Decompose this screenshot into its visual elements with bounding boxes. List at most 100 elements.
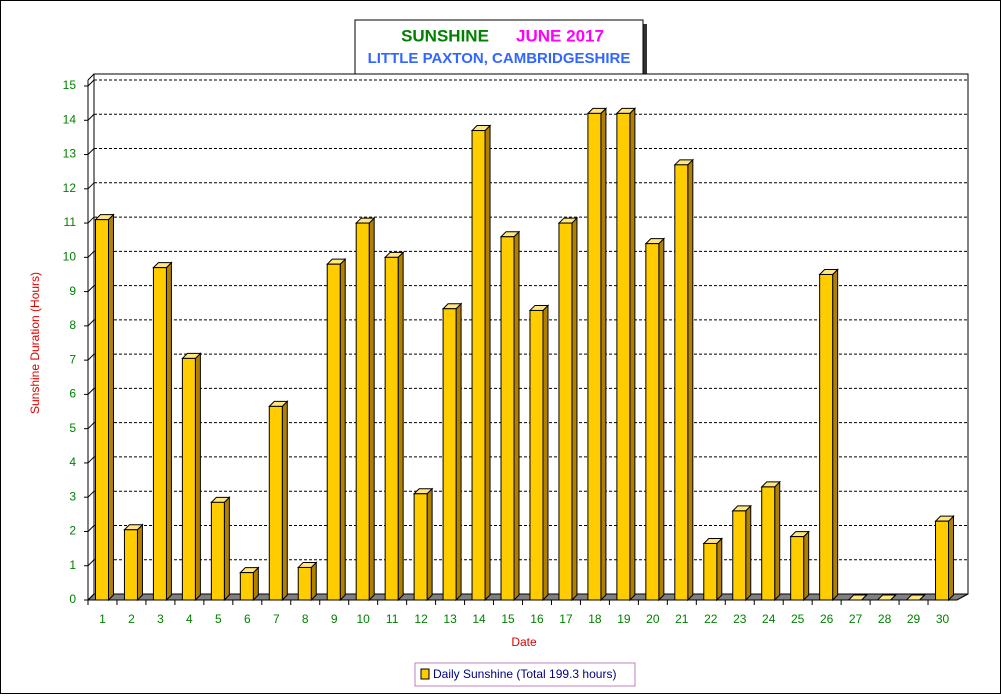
bar-side <box>571 216 578 602</box>
bar-side <box>368 216 375 602</box>
tick-diagonal <box>87 456 95 464</box>
bar <box>94 219 109 601</box>
chart-title: SUNSHINE <box>401 26 489 45</box>
tick-diagonal <box>87 250 95 258</box>
bar-side <box>397 251 404 602</box>
bar <box>326 263 341 601</box>
bar <box>123 529 138 601</box>
bar <box>268 405 283 601</box>
bar <box>616 112 631 601</box>
bar-side <box>774 480 781 602</box>
y-axis-label: Sunshine Duration (Hours) <box>28 272 42 414</box>
tick-diagonal <box>87 388 95 395</box>
x-tick-label: 29 <box>907 612 921 626</box>
bar <box>761 486 776 601</box>
x-tick-label: 4 <box>186 612 193 626</box>
x-tick-label: 19 <box>617 612 631 626</box>
bar <box>645 243 660 601</box>
x-tick-label: 30 <box>936 612 950 626</box>
x-tick-label: 27 <box>849 612 863 626</box>
y-tick-label: 9 <box>69 284 76 298</box>
y-tick-label: 6 <box>69 387 76 401</box>
bar <box>935 520 950 601</box>
tick-diagonal <box>87 216 95 224</box>
x-tick-label: 21 <box>675 612 689 626</box>
tick-diagonal <box>87 559 95 567</box>
x-tick-label: 2 <box>128 612 135 626</box>
bar <box>297 566 312 601</box>
y-tick-label: 14 <box>63 112 77 126</box>
tick-diagonal <box>87 113 95 121</box>
chart-subtitle: LITTLE PAXTON, CAMBRIDGESHIRE <box>368 50 631 67</box>
bar-side <box>281 400 288 602</box>
y-tick-label: 3 <box>69 489 76 503</box>
wall-edge <box>87 73 95 81</box>
x-tick-label: 1 <box>99 612 106 626</box>
bar-side <box>339 257 346 602</box>
tick-diagonal <box>87 148 95 155</box>
bar-side <box>165 261 172 602</box>
x-tick-label: 28 <box>878 612 892 626</box>
bar-side <box>136 523 143 602</box>
y-tick-label: 5 <box>69 421 76 435</box>
bar-side <box>745 504 752 602</box>
bar <box>500 236 515 601</box>
bar <box>471 130 486 601</box>
tick-diagonal <box>87 79 95 87</box>
bar <box>732 510 747 601</box>
tick-diagonal <box>87 285 95 292</box>
tick-diagonal <box>87 593 95 601</box>
bar <box>703 542 718 601</box>
legend <box>414 662 636 687</box>
bar-side <box>484 124 491 602</box>
y-tick-label: 2 <box>69 524 76 538</box>
x-tick-label: 12 <box>414 612 428 626</box>
x-tick-label: 26 <box>820 612 834 626</box>
bar <box>181 357 196 601</box>
bar-side <box>455 302 462 602</box>
tick-diagonal <box>87 422 95 430</box>
x-tick-label: 3 <box>157 612 164 626</box>
bar-top <box>876 594 897 601</box>
x-tick-label: 17 <box>559 612 573 626</box>
x-tick-label: 8 <box>302 612 309 626</box>
bar <box>239 572 254 601</box>
bar-side <box>310 561 317 602</box>
x-tick-label: 5 <box>215 612 222 626</box>
x-tick-label: 15 <box>501 612 515 626</box>
tick-diagonal <box>87 319 95 327</box>
x-tick-label: 23 <box>733 612 747 626</box>
x-tick-label: 16 <box>530 612 544 626</box>
y-tick-label: 4 <box>69 455 76 469</box>
bar-side <box>513 230 520 602</box>
chart-title-date: JUNE 2017 <box>516 26 604 45</box>
bar-side <box>194 352 201 602</box>
bar-side <box>687 158 694 602</box>
y-tick-label: 1 <box>69 558 76 572</box>
tick-diagonal <box>87 525 95 532</box>
bar <box>384 256 399 601</box>
y-tick-label: 8 <box>69 318 76 332</box>
tick-diagonal <box>87 182 95 190</box>
bar <box>210 501 225 601</box>
bar-side <box>629 107 636 602</box>
bar-side <box>426 487 433 602</box>
bar-side <box>542 304 549 602</box>
legend-swatch <box>420 668 430 680</box>
y-tick-label: 7 <box>69 352 76 366</box>
legend-label: Daily Sunshine (Total 199.3 hours) <box>433 667 616 681</box>
x-tick-label: 24 <box>762 612 776 626</box>
x-tick-label: 10 <box>357 612 371 626</box>
bar-side <box>948 514 955 602</box>
x-tick-label: 13 <box>443 612 457 626</box>
x-tick-label: 22 <box>704 612 718 626</box>
bar <box>587 112 602 601</box>
tick-diagonal <box>87 353 95 361</box>
bar <box>790 536 805 601</box>
x-tick-label: 6 <box>244 612 251 626</box>
x-tick-label: 20 <box>646 612 660 626</box>
bar <box>442 308 457 601</box>
bar-side <box>803 530 810 602</box>
bar-side <box>658 237 665 602</box>
